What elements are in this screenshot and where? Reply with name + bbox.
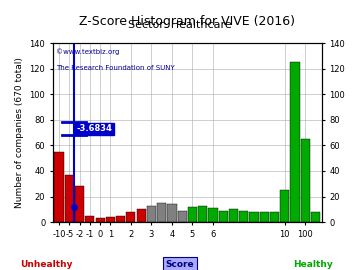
Y-axis label: Number of companies (670 total): Number of companies (670 total) [15,57,24,208]
Text: Unhealthy: Unhealthy [21,260,73,269]
Title: Z-Score Histogram for VIVE (2016): Z-Score Histogram for VIVE (2016) [79,15,295,28]
Bar [54,152,64,222]
Bar [311,212,320,222]
Bar [147,205,156,222]
Bar [219,211,228,222]
Bar [75,186,84,222]
Bar [126,212,135,222]
Bar [157,203,166,222]
Bar [208,208,217,222]
Text: Score: Score [166,260,194,269]
Bar [177,211,187,222]
Text: Healthy: Healthy [293,260,333,269]
Bar [239,211,248,222]
Bar [95,218,105,222]
Bar [136,209,146,222]
Bar [116,216,125,222]
Bar [280,190,289,222]
Text: -3.6834: -3.6834 [77,124,113,133]
Bar [249,212,258,222]
Text: ©www.textbiz.org: ©www.textbiz.org [56,48,119,55]
Bar [167,204,176,222]
Bar [198,205,207,222]
Bar [260,212,269,222]
Text: The Research Foundation of SUNY: The Research Foundation of SUNY [56,65,174,70]
Bar [85,216,94,222]
Bar [270,212,279,222]
Bar [188,207,197,222]
Bar [65,175,74,222]
Bar [290,62,300,222]
Text: Sector: Healthcare: Sector: Healthcare [128,20,232,30]
Bar [106,217,115,222]
Bar [301,139,310,222]
Bar [229,209,238,222]
